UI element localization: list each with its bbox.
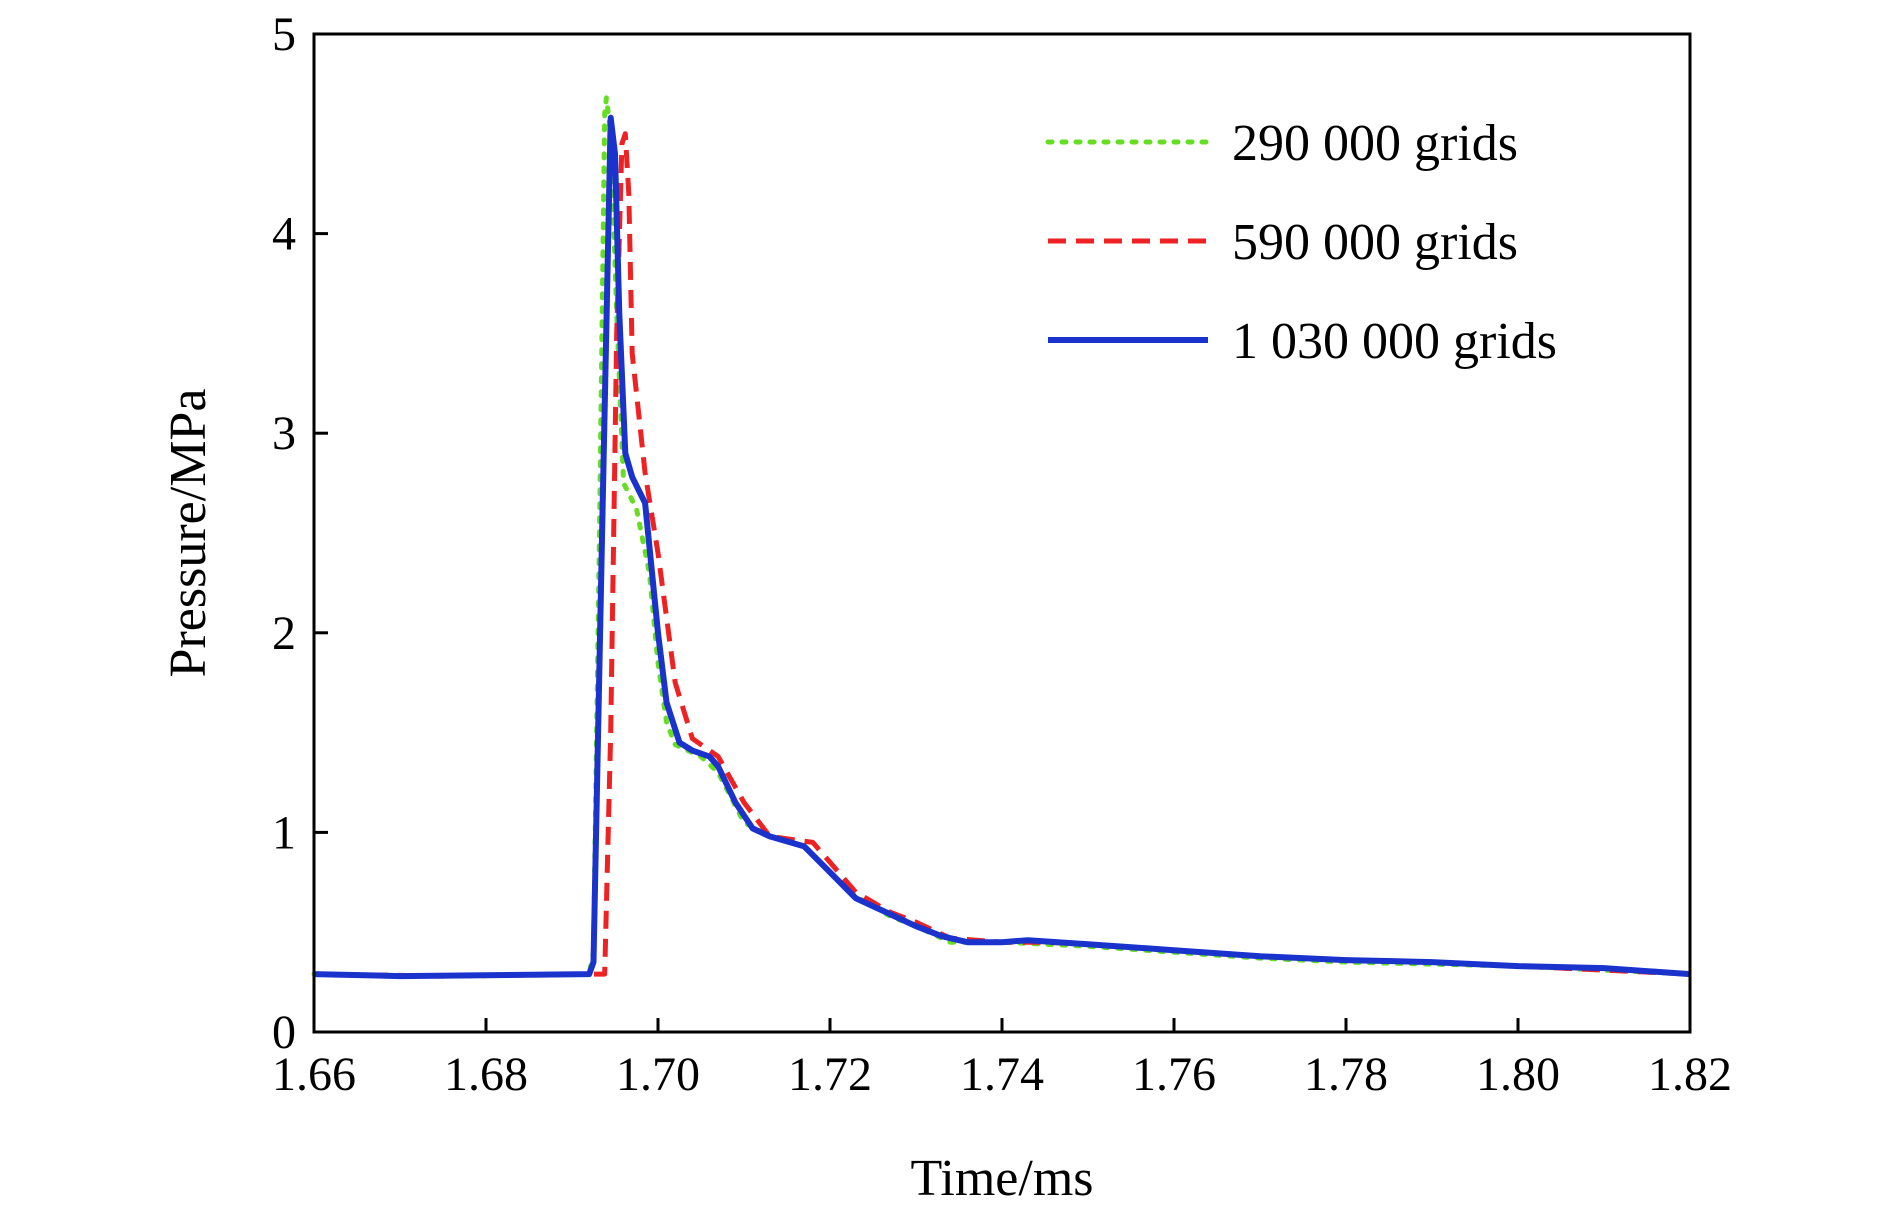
x-tick-label: 1.80 <box>1476 1048 1560 1101</box>
y-tick-label: 3 <box>272 407 296 460</box>
series-line-3 <box>313 114 1691 980</box>
y-tick-label: 4 <box>272 208 296 261</box>
x-tick-label: 1.76 <box>1132 1048 1216 1101</box>
legend: 290 000 grids 590 000 grids 1 030 000 grid… <box>1045 115 1557 370</box>
legend-label-2: 590 000 grids <box>1232 214 1518 271</box>
x-tick-label: 1.74 <box>960 1048 1044 1101</box>
y-axis-label: Pressure/MPa <box>160 389 217 678</box>
legend-label-3: 1 030 000 grids <box>1232 313 1557 370</box>
x-tick-label: 1.66 <box>272 1048 356 1101</box>
x-tick-label: 1.78 <box>1304 1048 1388 1101</box>
x-tick-label: 1.68 <box>444 1048 528 1101</box>
y-tick-label: 5 <box>272 8 296 61</box>
y-tick-label: 0 <box>272 1006 296 1059</box>
series-layer <box>311 95 1693 980</box>
x-tick-label: 1.82 <box>1648 1048 1732 1101</box>
x-axis-label: Time/ms <box>910 1150 1093 1207</box>
x-tick-label: 1.70 <box>616 1048 700 1101</box>
y-tick-label: 2 <box>272 607 296 660</box>
legend-label-1: 290 000 grids <box>1232 115 1518 172</box>
x-tick-label: 1.72 <box>788 1048 872 1101</box>
ticks-layer: 1.66 1.68 1.70 1.72 1.74 1.76 1.78 1.80 1.82 0 1 2 3… <box>272 8 1732 1101</box>
y-tick-label: 1 <box>272 806 296 859</box>
